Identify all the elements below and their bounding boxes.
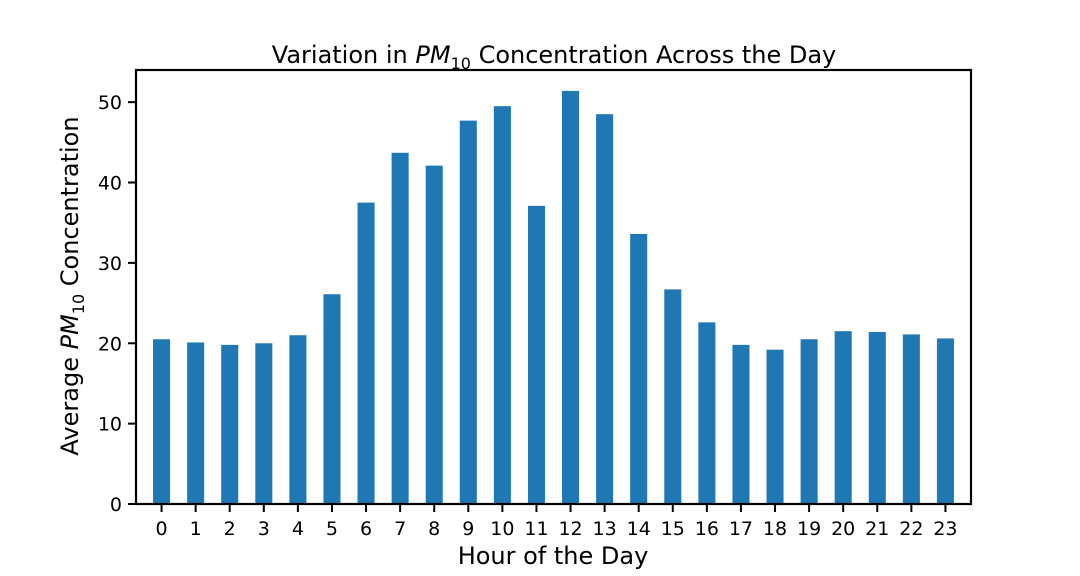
y-tick-label: 10 [98,414,122,436]
x-tick-label: 20 [831,518,855,540]
y-tick-label: 0 [110,494,122,516]
bar-hour-5 [323,294,341,504]
bar-hour-12 [562,90,580,505]
x-tick-label: 15 [661,518,685,540]
bar-hour-18 [766,349,784,504]
x-tick-label: 18 [763,518,787,540]
bar-hour-22 [902,334,920,504]
bar-hour-7 [391,152,409,504]
y-tick-label: 20 [98,333,122,355]
x-tick-label: 3 [258,518,270,540]
bar-hour-20 [834,331,852,504]
bar-hour-15 [664,289,682,504]
x-tick-label: 1 [190,518,202,540]
x-tick-label: 16 [695,518,719,540]
y-axis-label-suffix: Concentration [56,116,84,293]
bar-hour-0 [153,339,171,504]
x-tick-label: 4 [292,518,304,540]
x-tick-label: 11 [524,518,548,540]
x-tick-label: 17 [729,518,753,540]
y-axis-label-subscript: 10 [69,294,88,314]
x-tick-label: 23 [933,518,957,540]
x-tick-label: 12 [558,518,582,540]
x-tick-label: 22 [899,518,923,540]
bar-hour-16 [698,322,716,504]
chart-title-prefix: Variation in [272,41,416,69]
bar-hour-19 [800,339,818,504]
y-axis-ticks: 0 10 20 30 40 50 [98,92,136,516]
x-tick-label: 2 [224,518,236,540]
x-tick-label: 8 [428,518,440,540]
y-tick-label: 50 [98,92,122,114]
x-tick-label: 14 [627,518,651,540]
bar-hour-11 [527,205,545,504]
y-axis-label: Average PM10 Concentration [56,116,88,455]
bar-hour-3 [255,343,273,504]
x-tick-label: 10 [490,518,514,540]
x-axis-label: Hour of the Day [458,542,649,570]
bar-hour-17 [732,344,750,504]
bar-hour-21 [868,332,886,504]
bar-hour-13 [596,114,614,504]
y-axis-label-prefix: Average [56,349,84,455]
bar-hour-4 [289,335,307,504]
bar-hour-1 [187,342,205,504]
bar-hour-2 [221,344,239,504]
x-tick-label: 21 [865,518,889,540]
x-tick-label: 13 [593,518,617,540]
x-tick-label: 9 [462,518,474,540]
bar-hour-8 [425,165,443,504]
chart-title: Variation in PM10 Concentration Across t… [272,41,836,73]
x-tick-label: 7 [394,518,406,540]
chart-title-symbol: PM [415,41,450,69]
y-tick-label: 30 [98,253,122,275]
x-tick-label: 19 [797,518,821,540]
chart-title-subscript: 10 [451,54,471,73]
x-tick-label: 5 [326,518,338,540]
y-axis-label-symbol: PM [56,314,84,349]
bar-hour-14 [630,233,648,504]
bar-hour-6 [357,202,375,505]
plot-frame [134,68,973,506]
y-tick-label: 40 [98,173,122,195]
x-tick-label: 0 [156,518,168,540]
x-axis-ticks: 0 1 2 3 4 5 6 7 8 9 10 11 12 13 14 15 16 17 18 19 20 21 22 23 [156,504,958,540]
chart-title-suffix: Concentration Across the Day [471,41,836,69]
bars-group [153,90,954,505]
bar-hour-9 [459,120,477,504]
x-tick-label: 6 [360,518,372,540]
bar-hour-10 [493,106,511,505]
bar-hour-23 [936,338,954,504]
